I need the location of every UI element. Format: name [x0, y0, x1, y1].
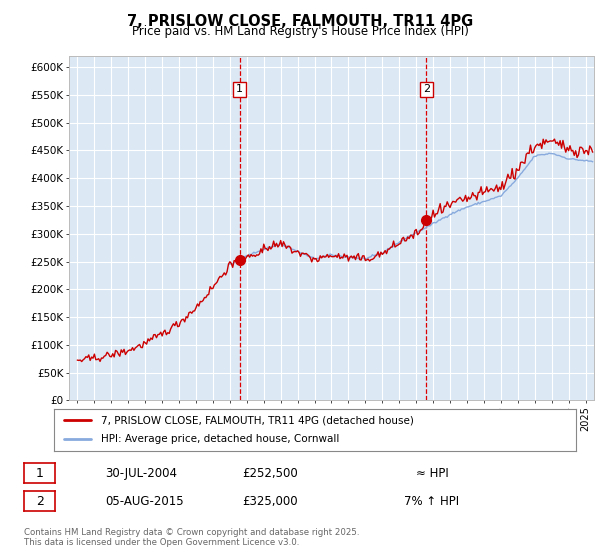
- Text: 7, PRISLOW CLOSE, FALMOUTH, TR11 4PG (detached house): 7, PRISLOW CLOSE, FALMOUTH, TR11 4PG (de…: [101, 415, 414, 425]
- Text: £252,500: £252,500: [242, 466, 298, 480]
- Text: 05-AUG-2015: 05-AUG-2015: [105, 494, 184, 508]
- Text: Contains HM Land Registry data © Crown copyright and database right 2025.
This d: Contains HM Land Registry data © Crown c…: [24, 528, 359, 547]
- Text: 1: 1: [236, 85, 243, 94]
- Text: 7% ↑ HPI: 7% ↑ HPI: [404, 494, 460, 508]
- Text: 7, PRISLOW CLOSE, FALMOUTH, TR11 4PG: 7, PRISLOW CLOSE, FALMOUTH, TR11 4PG: [127, 14, 473, 29]
- Text: 30-JUL-2004: 30-JUL-2004: [105, 466, 177, 480]
- Text: 2: 2: [423, 85, 430, 94]
- Text: 2: 2: [35, 494, 44, 508]
- Text: 1: 1: [35, 466, 44, 480]
- Text: HPI: Average price, detached house, Cornwall: HPI: Average price, detached house, Corn…: [101, 435, 340, 445]
- Text: £325,000: £325,000: [242, 494, 298, 508]
- Text: ≈ HPI: ≈ HPI: [416, 466, 448, 480]
- Text: Price paid vs. HM Land Registry's House Price Index (HPI): Price paid vs. HM Land Registry's House …: [131, 25, 469, 38]
